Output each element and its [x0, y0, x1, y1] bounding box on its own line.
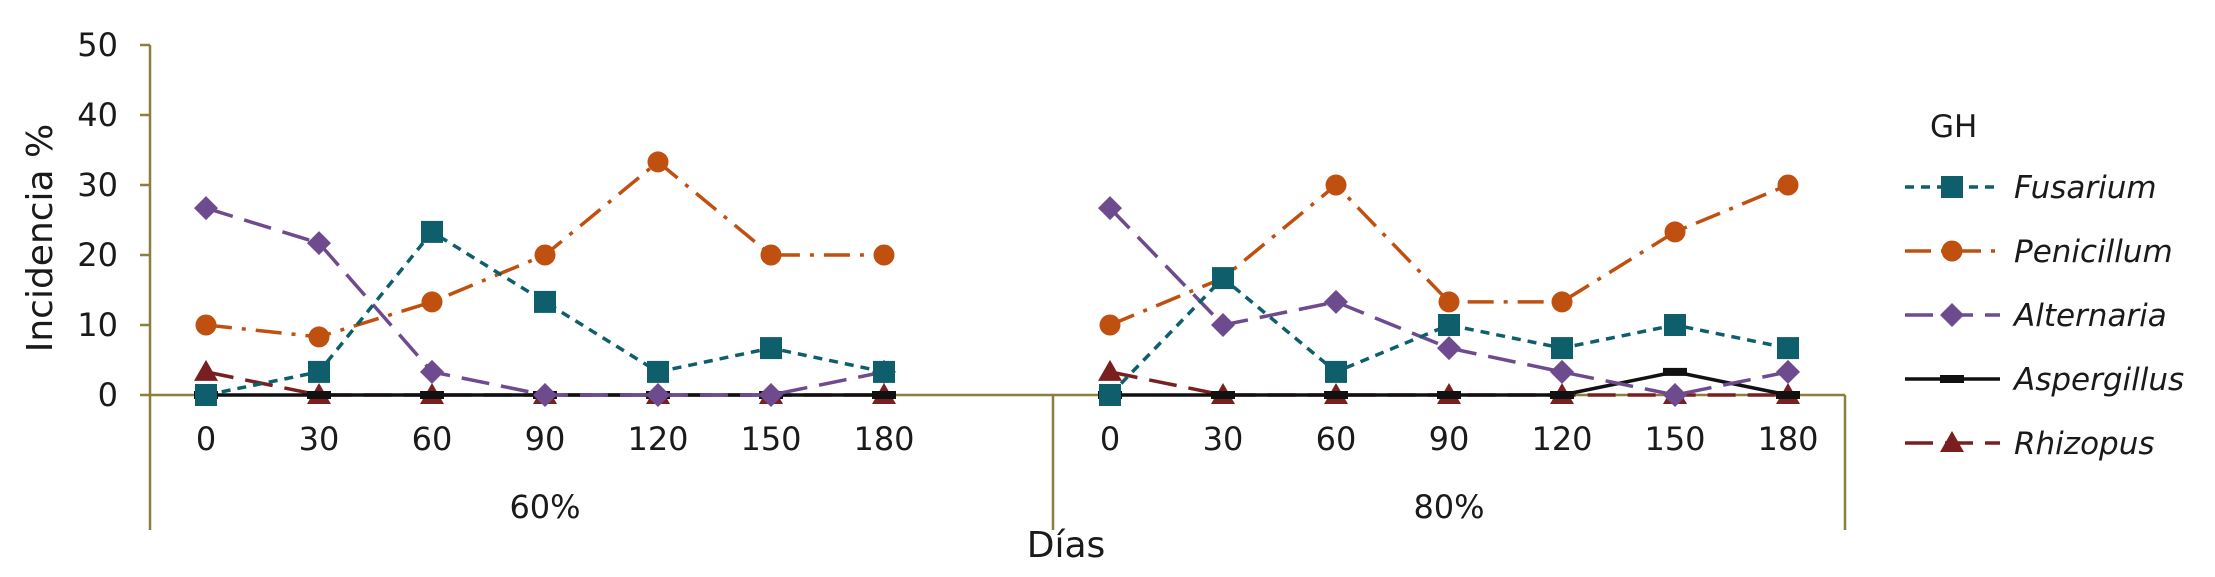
- data-point: [420, 391, 444, 399]
- x-tick-label: 180: [853, 420, 914, 458]
- legend-item-penicillum: Penicillum: [1905, 234, 2173, 270]
- data-point: [307, 231, 331, 256]
- data-point: [1437, 391, 1461, 399]
- x-tick-label: 90: [525, 420, 566, 458]
- x-tick-label: 60: [1316, 420, 1357, 458]
- legend-marker: [1940, 431, 1964, 452]
- y-tick-label: 40: [77, 96, 118, 134]
- legend-label: Alternaria: [2012, 298, 2167, 334]
- data-point: [1663, 383, 1687, 407]
- data-point: [1663, 367, 1687, 376]
- x-tick-label: 0: [196, 420, 216, 458]
- data-point: [1438, 314, 1460, 336]
- group-label: 80%: [1413, 488, 1484, 526]
- y-tick-label: 50: [77, 26, 118, 64]
- x-tick-label: 150: [1644, 420, 1705, 458]
- legend-marker: [1940, 375, 1964, 383]
- data-point: [1550, 359, 1574, 384]
- data-point: [1212, 267, 1234, 290]
- data-point: [1664, 314, 1686, 336]
- data-point: [1211, 313, 1235, 337]
- series-penicillum: [195, 151, 1799, 348]
- legend-label: Fusarium: [2014, 170, 2157, 206]
- legend-item-alternaria: Alternaria: [1905, 298, 2167, 334]
- data-point: [1551, 337, 1573, 360]
- data-point: [873, 244, 895, 266]
- data-point: [1551, 291, 1573, 313]
- data-point: [1437, 336, 1461, 361]
- data-point: [760, 337, 782, 360]
- legend-title: GH: [1930, 109, 1977, 145]
- data-point: [646, 383, 670, 407]
- data-point: [1099, 384, 1121, 406]
- data-point: [194, 359, 218, 381]
- x-tick-label: 180: [1757, 420, 1818, 458]
- y-tick-label: 30: [77, 166, 118, 204]
- data-point: [1776, 359, 1800, 384]
- legend-label: Penicillum: [2014, 234, 2173, 270]
- legend-marker: [1941, 176, 1963, 198]
- legend-item-rhizopus: Rhizopus: [1905, 426, 2155, 462]
- data-point: [307, 391, 331, 399]
- data-point: [647, 151, 669, 173]
- legend: Fusarium Penicillum Alternaria Aspergillus R…: [1905, 170, 2184, 462]
- data-point: [759, 383, 783, 407]
- x-tick-label: 30: [299, 420, 340, 458]
- data-point: [1324, 391, 1348, 399]
- series-layer: [194, 151, 1800, 407]
- x-tick-label: 120: [627, 420, 688, 458]
- data-point: [1324, 289, 1348, 314]
- x-tick-labels: 0 30 60 90 120 150 180 60% 0 30 60 90 120 150 180 80%: [196, 420, 1819, 526]
- data-point: [1098, 196, 1122, 221]
- data-point: [194, 196, 218, 221]
- series-fusarium: [195, 220, 1799, 406]
- x-tick-label: 90: [1429, 420, 1470, 458]
- y-axis-title: Incidencia %: [20, 124, 61, 353]
- data-point: [1438, 291, 1460, 313]
- group-label: 60%: [509, 488, 580, 526]
- x-tick-label: 0: [1100, 420, 1120, 458]
- data-point: [647, 360, 669, 383]
- data-point: [1777, 174, 1799, 196]
- data-point: [1099, 314, 1121, 336]
- data-point: [534, 290, 556, 313]
- data-point: [1550, 391, 1574, 399]
- data-point: [533, 383, 557, 407]
- data-point: [195, 384, 217, 406]
- data-point: [1098, 359, 1122, 381]
- data-point: [872, 391, 896, 399]
- x-axis-title: Días: [1027, 525, 1106, 566]
- legend-item-aspergillus: Aspergillus: [1905, 362, 2184, 398]
- data-point: [1325, 174, 1347, 196]
- x-tick-label: 30: [1203, 420, 1244, 458]
- data-point: [308, 326, 330, 348]
- legend-label: Rhizopus: [2014, 426, 2155, 462]
- data-point: [195, 314, 217, 336]
- data-point: [534, 244, 556, 266]
- x-tick-label: 60: [412, 420, 453, 458]
- x-tick-label: 150: [740, 420, 801, 458]
- y-tick-label: 0: [98, 376, 118, 414]
- data-point: [308, 360, 330, 383]
- y-tick-label: 10: [77, 306, 118, 344]
- x-tick-label: 120: [1531, 420, 1592, 458]
- data-point: [420, 359, 444, 384]
- data-point: [1211, 391, 1235, 399]
- data-point: [421, 220, 443, 243]
- y-tick-label: 20: [77, 236, 118, 274]
- data-point: [1776, 391, 1800, 399]
- data-point: [760, 244, 782, 266]
- data-point: [873, 360, 895, 383]
- data-point: [421, 291, 443, 313]
- data-point: [1325, 360, 1347, 383]
- data-point: [1777, 337, 1799, 360]
- legend-label: Aspergillus: [2012, 362, 2184, 398]
- data-point: [1664, 221, 1686, 243]
- legend-marker: [1941, 240, 1963, 262]
- legend-marker: [1940, 303, 1964, 327]
- y-tick-labels: 0 10 20 30 40 50: [77, 26, 118, 414]
- legend-item-fusarium: Fusarium: [1905, 170, 2157, 206]
